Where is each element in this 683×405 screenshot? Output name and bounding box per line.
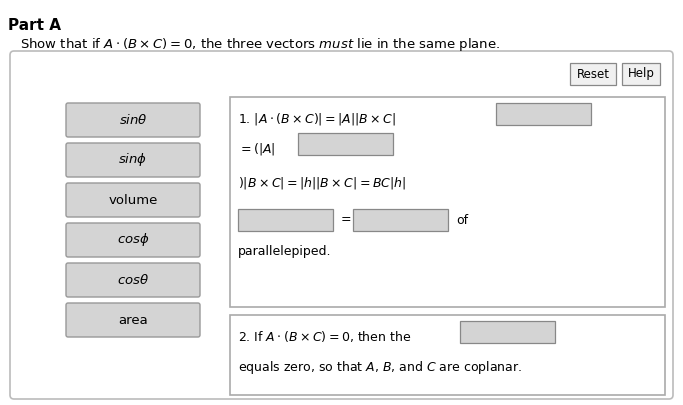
Text: =: =	[341, 213, 352, 226]
Text: $sin\phi$: $sin\phi$	[118, 151, 148, 168]
Text: 1. $|A \cdot (B \times C)| = |A||B \times C|$: 1. $|A \cdot (B \times C)| = |A||B \time…	[238, 111, 396, 127]
Bar	[353, 209, 448, 231]
Text: equals zero, so that $A$, $B$, and $C$ are coplanar.: equals zero, so that $A$, $B$, and $C$ a…	[238, 359, 522, 376]
Text: Reset: Reset	[576, 68, 609, 81]
Text: 2. If $A \cdot (B \times C) = 0$, then the: 2. If $A \cdot (B \times C) = 0$, then t…	[238, 329, 411, 344]
Text: parallelepiped.: parallelepiped.	[238, 245, 331, 258]
Text: of: of	[456, 213, 468, 226]
Text: $= (|A|$: $= (|A|$	[238, 141, 276, 157]
FancyBboxPatch shape	[622, 63, 660, 85]
FancyBboxPatch shape	[66, 143, 200, 177]
Text: Part A: Part A	[8, 18, 61, 33]
FancyBboxPatch shape	[66, 223, 200, 257]
Bar	[298, 133, 393, 155]
FancyBboxPatch shape	[570, 63, 616, 85]
FancyBboxPatch shape	[66, 303, 200, 337]
Bar	[238, 209, 333, 231]
Text: Show that if $A \cdot (B \times C) = 0$, the three vectors $\it{must}$ lie in th: Show that if $A \cdot (B \times C) = 0$,…	[20, 36, 500, 53]
Text: $cos\phi$: $cos\phi$	[117, 232, 150, 249]
Text: volume: volume	[109, 194, 158, 207]
FancyBboxPatch shape	[10, 51, 673, 399]
FancyBboxPatch shape	[66, 183, 200, 217]
Text: Help: Help	[628, 68, 654, 81]
FancyBboxPatch shape	[230, 97, 665, 307]
Text: $cos\theta$: $cos\theta$	[117, 273, 149, 287]
FancyBboxPatch shape	[66, 263, 200, 297]
FancyBboxPatch shape	[66, 103, 200, 137]
Text: $)|B \times C| = |h||B \times C| = BC|h|$: $)|B \times C| = |h||B \times C| = BC|h|…	[238, 175, 406, 191]
FancyBboxPatch shape	[230, 315, 665, 395]
Text: $sin\theta$: $sin\theta$	[119, 113, 148, 127]
Text: area: area	[118, 313, 148, 326]
Bar	[460, 321, 555, 343]
Bar	[496, 103, 591, 125]
